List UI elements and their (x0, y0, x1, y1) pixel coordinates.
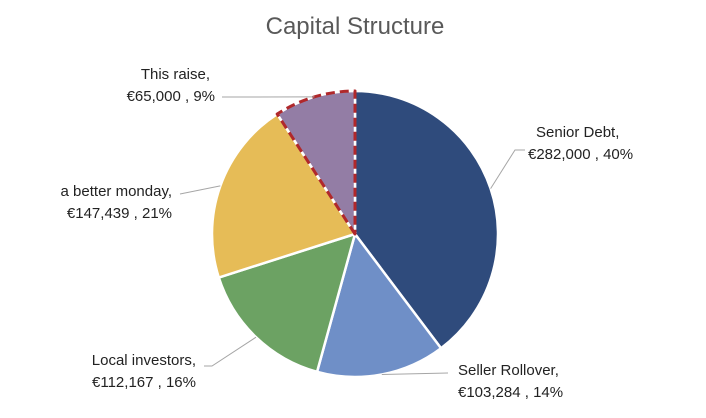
leader-lines (179, 96, 525, 375)
label-value-senior-debt: €282,000 , 40% (528, 146, 633, 163)
label-name-local-investors: Local investors, (92, 352, 196, 369)
highlight-outline-this-raise (275, 89, 357, 236)
label-value-local-investors: €112,167 , 16% (92, 374, 196, 391)
label-value-seller-rollover: €103,284 , 14% (458, 384, 563, 401)
leader-line-a-better-monday (179, 185, 221, 195)
pie-slice-local-investors (217, 232, 357, 374)
data-label-senior-debt: Senior Debt, €282,000 , 40% (528, 124, 633, 163)
label-value-this-raise: €65,000 , 9% (127, 88, 215, 105)
data-label-local-investors: Local investors, €112,167 , 16% (92, 352, 196, 391)
pie-slice-a-better-monday (210, 112, 357, 280)
data-label-seller-rollover: Seller Rollover, €103,284 , 14% (458, 362, 563, 401)
pie-slice-senior-debt (353, 89, 500, 350)
label-value-a-better-monday: €147,439 , 21% (67, 205, 172, 222)
data-label-a-better-monday: a better monday, €147,439 , 21% (61, 183, 172, 222)
chart-title: Capital Structure (266, 13, 445, 40)
leader-line-seller-rollover (381, 372, 449, 375)
data-label-this-raise: This raise, €65,000 , 9% (127, 66, 215, 105)
label-name-a-better-monday: a better monday, (61, 183, 172, 200)
leader-line-local-investors (204, 336, 257, 367)
label-name-seller-rollover: Seller Rollover, (458, 362, 559, 379)
pie-slices (210, 89, 500, 379)
label-name-this-raise: This raise, (141, 66, 210, 83)
leader-line-senior-debt (490, 149, 525, 189)
label-name-senior-debt: Senior Debt, (536, 124, 619, 141)
